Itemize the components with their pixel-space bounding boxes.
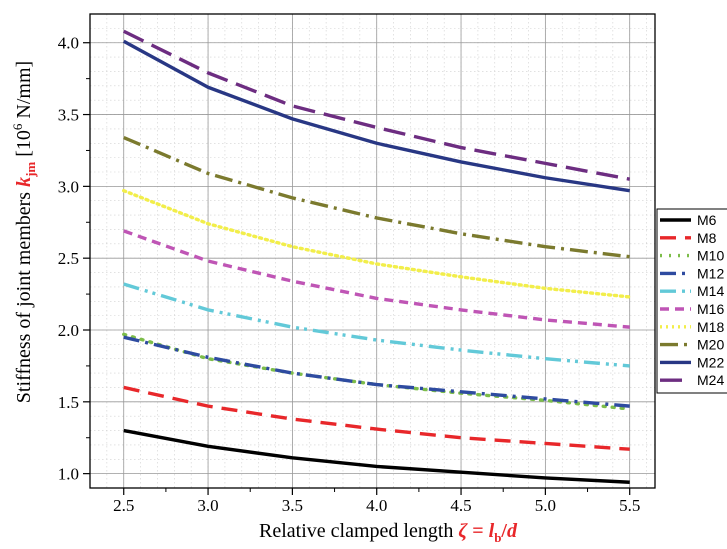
y-tick-label: 1.5 xyxy=(58,393,79,412)
series-line-m22 xyxy=(122,39,630,193)
x-tick-label: 4.0 xyxy=(366,496,387,515)
y-tick-label: 2.5 xyxy=(58,249,79,268)
series-line-m8 xyxy=(123,385,630,451)
legend-label-m16: M16 xyxy=(697,301,724,317)
y-tick-label: 3.0 xyxy=(58,177,79,196)
y-tick-labels: 1.0 1.5 2.0 2.5 3.0 3.5 4.0 xyxy=(58,34,79,484)
series-line-m14 xyxy=(123,282,630,368)
series-line-m6 xyxy=(123,428,630,484)
x-tick-labels: 2.5 3.0 3.5 4.0 4.5 5.0 5.5 xyxy=(113,496,640,515)
y-tick-label: 4.0 xyxy=(58,34,79,53)
y-tick-label: 2.0 xyxy=(58,321,79,340)
series-lines xyxy=(122,29,632,484)
legend-label-m18: M18 xyxy=(697,319,724,335)
x-axis-title: Relative clamped length ζ = lb/d xyxy=(259,520,518,545)
x-tick-label: 4.5 xyxy=(450,496,471,515)
y-tick-label: 1.0 xyxy=(58,465,79,484)
series-line-m16 xyxy=(123,229,630,329)
legend-label-m20: M20 xyxy=(697,337,724,353)
y-axis-title: Stiffness of joint members kjm [106 N/mm… xyxy=(10,61,38,403)
y-tick-label: 3.5 xyxy=(58,106,79,125)
x-tick-label: 3.5 xyxy=(282,496,303,515)
x-tick-label: 5.5 xyxy=(619,496,640,515)
series-line-m12 xyxy=(123,335,630,408)
series-line-m24 xyxy=(122,29,631,181)
series-line-m18 xyxy=(122,188,632,299)
legend-label-m22: M22 xyxy=(697,354,724,370)
axes xyxy=(83,13,656,495)
legend-label-m24: M24 xyxy=(697,372,724,388)
series-line-m20 xyxy=(123,135,630,259)
x-tick-label: 5.0 xyxy=(535,496,556,515)
plot-frame xyxy=(89,13,656,489)
legend-label-m6: M6 xyxy=(697,212,717,228)
legend-label-m14: M14 xyxy=(697,283,724,299)
x-tick-label: 2.5 xyxy=(113,496,134,515)
legend-label-m8: M8 xyxy=(697,230,717,246)
x-tick-label: 3.0 xyxy=(197,496,218,515)
legend-label-m12: M12 xyxy=(697,265,724,281)
legend-label-m10: M10 xyxy=(697,248,724,264)
